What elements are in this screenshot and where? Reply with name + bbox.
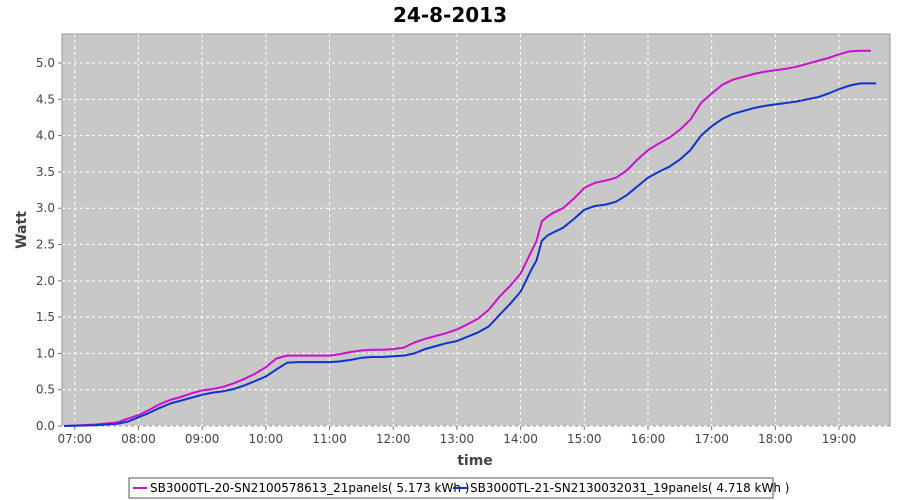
x-tick-label: 12:00 — [376, 432, 411, 446]
grid-lines — [62, 34, 890, 427]
legend: SB3000TL-20-SN2100578613_21panels( 5.173… — [128, 477, 789, 499]
y-tick-label: 1.0 — [36, 346, 55, 360]
x-tick-label: 14:00 — [503, 432, 538, 446]
series-lines — [64, 49, 877, 427]
x-tick-label: 09:00 — [185, 432, 220, 446]
x-tick-label: 16:00 — [631, 432, 666, 446]
y-tick-label: 2.5 — [36, 238, 55, 252]
y-tick-label: 5.0 — [36, 56, 55, 70]
y-tick-label: 4.0 — [36, 129, 55, 143]
plot-area — [61, 33, 891, 427]
chart-title: 24-8-2013 — [393, 3, 507, 27]
y-tick-label: 3.0 — [36, 201, 55, 215]
y-tick-label: 3.5 — [36, 165, 55, 179]
legend-entry-series-2: SB3000TL-21-SN2130032031_19panels( 4.718… — [470, 481, 789, 495]
x-tick-label: 18:00 — [758, 432, 793, 446]
y-tick-label: 4.5 — [36, 92, 55, 106]
y-tick-label: 2.0 — [36, 274, 55, 288]
y-tick-label: 0.5 — [36, 383, 55, 397]
x-axis-label: time — [457, 453, 493, 469]
axis-ticks: 07:00 08:00 09:00 10:00 11:00 12:00 13:00 14:00… — [36, 56, 856, 446]
y-tick-label: 0.0 — [36, 419, 55, 433]
legend-entry-series-1: SB3000TL-20-SN2100578613_21panels( 5.173… — [150, 481, 469, 495]
x-tick-label: 07:00 — [57, 432, 92, 446]
y-tick-label: 1.5 — [36, 310, 55, 324]
x-tick-label: 17:00 — [694, 432, 729, 446]
series-line-2 — [64, 82, 877, 427]
x-tick-label: 19:00 — [822, 432, 857, 446]
x-tick-label: 13:00 — [440, 432, 475, 446]
x-tick-label: 10:00 — [249, 432, 284, 446]
x-tick-label: 11:00 — [312, 432, 347, 446]
x-tick-label: 15:00 — [567, 432, 602, 446]
legend-box — [128, 477, 774, 499]
x-tick-label: 08:00 — [121, 432, 156, 446]
y-axis-label: Watt — [14, 211, 30, 249]
series-line-1 — [64, 49, 871, 427]
